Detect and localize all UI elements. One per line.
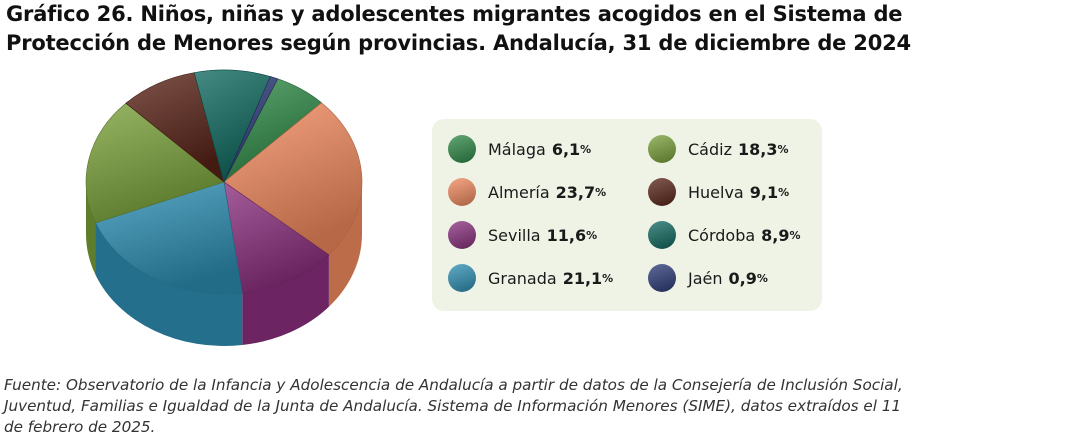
pie-slice-huelva — [125, 72, 225, 183]
pie-slice-granada — [95, 181, 243, 295]
source-note: Fuente: Observatorio de la Infancia y Ad… — [4, 375, 1078, 438]
legend-value-granada: 21,1 — [562, 268, 603, 288]
pie-side-sevilla — [242, 254, 329, 346]
chart-legend: Málaga 6,1% Almería 23,7% Sevilla 11,6% Granad… — [432, 119, 822, 311]
legend-value-sevilla: 11,6 — [546, 225, 587, 245]
pie-side-granada — [95, 222, 243, 346]
pie-slice-jaen — [223, 76, 279, 183]
legend-label-granada: Granada — [488, 268, 557, 288]
legend-swatch-granada — [448, 264, 476, 292]
legend-item-cordoba: Córdoba 8,9% — [648, 218, 801, 252]
legend-unit-cadiz: % — [777, 142, 789, 156]
legend-label-huelva: Huelva — [688, 182, 744, 202]
legend-value-jaen: 0,9 — [728, 268, 757, 288]
legend-value-almeria: 23,7 — [555, 182, 596, 202]
legend-swatch-huelva — [648, 178, 676, 206]
legend-swatch-cadiz — [648, 135, 676, 163]
source-line-3: de febrero de 2025. — [4, 418, 156, 436]
legend-unit-almeria: % — [595, 185, 607, 199]
chart-title-line-2: Protección de Menores según provincias. … — [6, 31, 911, 55]
chart-title-line-1: Gráfico 26. Niños, niñas y adolescentes … — [6, 2, 903, 26]
legend-label-jaen: Jaén — [688, 268, 723, 288]
pie-side-almeria — [328, 182, 362, 307]
pie-slice-sevilla — [223, 181, 330, 294]
legend-item-huelva: Huelva 9,1% — [648, 175, 789, 209]
legend-unit-sevilla: % — [586, 228, 598, 242]
legend-swatch-almeria — [448, 178, 476, 206]
legend-unit-jaen: % — [756, 271, 768, 285]
legend-item-malaga: Málaga 6,1% — [448, 132, 591, 166]
legend-item-sevilla: Sevilla 11,6% — [448, 218, 597, 252]
pie-slice-cadiz — [85, 102, 225, 224]
legend-label-malaga: Málaga — [488, 139, 546, 159]
legend-item-almeria: Almería 23,7% — [448, 175, 606, 209]
legend-value-cordoba: 8,9 — [761, 225, 790, 245]
source-line-1: Fuente: Observatorio de la Infancia y Ad… — [4, 376, 903, 394]
legend-value-malaga: 6,1 — [551, 139, 581, 159]
legend-unit-granada: % — [602, 271, 614, 285]
legend-label-cadiz: Cádiz — [688, 139, 732, 159]
legend-unit-malaga: % — [580, 142, 592, 156]
legend-item-cadiz: Cádiz 18,3% — [648, 132, 789, 166]
legend-value-cadiz: 18,3 — [737, 139, 778, 159]
chart-title: Gráfico 26. Niños, niñas y adolescentes … — [6, 0, 1076, 58]
legend-unit-cordoba: % — [789, 228, 801, 242]
pie-slice-almeria — [223, 102, 363, 256]
legend-value-huelva: 9,1 — [749, 182, 779, 202]
legend-swatch-sevilla — [448, 221, 476, 249]
legend-label-almeria: Almería — [488, 182, 550, 202]
pie-chart — [85, 69, 363, 346]
legend-swatch-cordoba — [648, 221, 676, 249]
legend-label-sevilla: Sevilla — [488, 225, 541, 245]
legend-item-granada: Granada 21,1% — [448, 261, 613, 295]
legend-swatch-jaen — [648, 264, 676, 292]
legend-unit-huelva: % — [778, 185, 790, 199]
legend-label-cordoba: Córdoba — [688, 225, 756, 245]
legend-swatch-malaga — [448, 135, 476, 163]
pie-side-cadiz — [86, 182, 96, 275]
source-line-2: Juventud, Familias e Igualdad de la Junt… — [4, 397, 902, 415]
legend-item-jaen: Jaén 0,9% — [648, 261, 768, 295]
